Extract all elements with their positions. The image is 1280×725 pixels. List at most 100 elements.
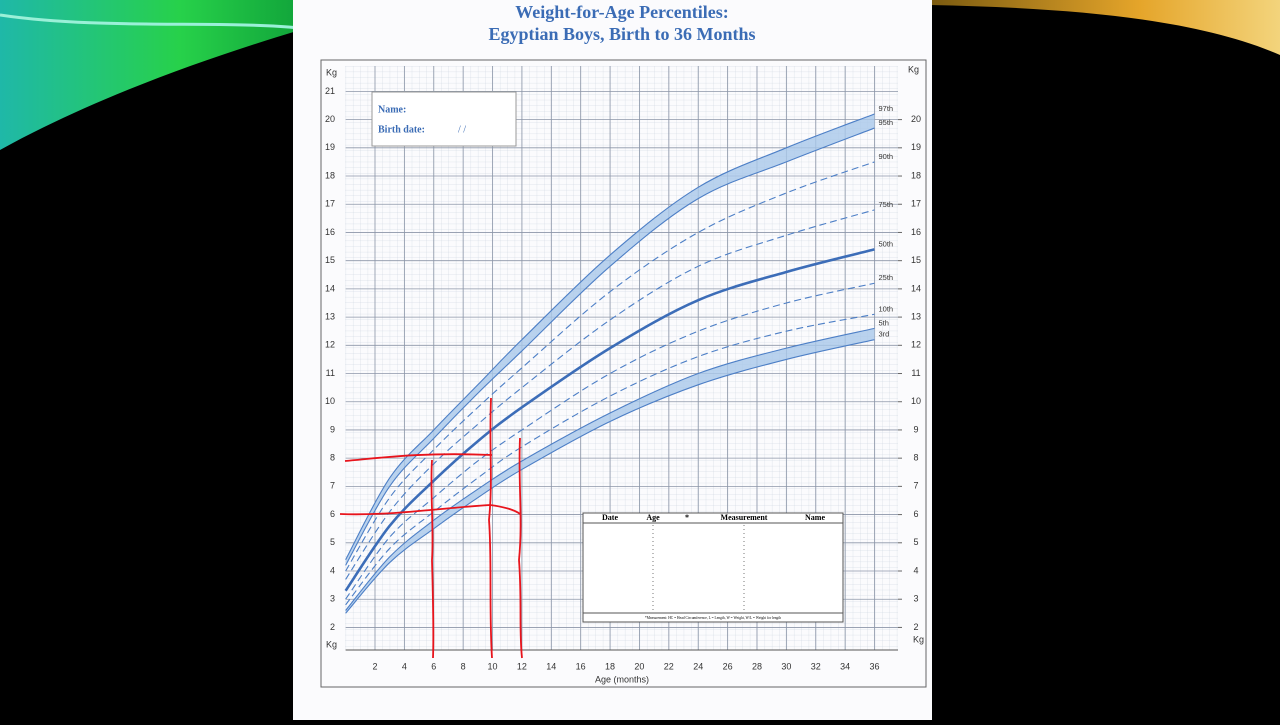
- table-header: Age: [646, 513, 660, 522]
- y-axis-label: Kg: [326, 639, 337, 649]
- y-tick-label: 6: [330, 509, 335, 519]
- handwritten-annotation: [339, 397, 523, 659]
- date-slashes: / /: [458, 124, 466, 135]
- y-tick-label: 5: [330, 537, 335, 547]
- y-tick-label: 7: [330, 481, 335, 491]
- table-header: Name: [805, 513, 825, 522]
- x-tick-label: 32: [811, 661, 821, 671]
- y2-tick-label: 14: [911, 283, 921, 293]
- annotation-stroke: [430, 459, 435, 659]
- y2-tick-label: 20: [911, 114, 921, 124]
- table-header: *: [685, 513, 689, 522]
- y-tick-label: 4: [330, 565, 335, 575]
- y2-tick-label: 8: [913, 453, 918, 463]
- legend-label: 10th: [878, 304, 893, 313]
- y2-tick-label: 13: [911, 311, 921, 321]
- slide-decoration: [0, 13, 301, 30]
- y-tick-label: 3: [330, 594, 335, 604]
- x-tick-label: 24: [693, 661, 703, 671]
- annotation-stroke: [488, 397, 493, 659]
- table-frame: [582, 512, 844, 623]
- y2-axis-label: Kg: [908, 64, 919, 74]
- y2-tick-label: 15: [911, 255, 921, 265]
- table-footnote: *Measurement: HC = Head Circumference, L…: [645, 616, 781, 621]
- y-tick-label: 21: [325, 86, 335, 96]
- y-tick-label: 16: [325, 227, 335, 237]
- y-tick-label: 13: [325, 311, 335, 321]
- chart-frame: [320, 59, 927, 688]
- percentile-line: [344, 248, 875, 592]
- y-tick-label: 17: [325, 199, 335, 209]
- name-label: Name:: [378, 104, 406, 115]
- y2-tick-label: 7: [913, 481, 918, 491]
- slide-decoration: [930, 0, 1280, 55]
- chart-subtitle: Egyptian Boys, Birth to 36 Months: [488, 24, 755, 44]
- percentile-line: [345, 127, 875, 566]
- x-tick-label: 36: [869, 661, 879, 671]
- legend-label: 97th: [878, 104, 893, 113]
- annotation-stroke: [339, 504, 521, 516]
- y2-tick-label: 5: [913, 537, 918, 547]
- y-tick-label: 18: [325, 170, 335, 180]
- name-box: Name: Birth date: / /: [371, 91, 517, 147]
- x-tick-label: 14: [546, 661, 556, 671]
- percentile-line: [345, 113, 875, 560]
- x-tick-label: 8: [461, 661, 466, 671]
- legend-label: 95th: [878, 118, 893, 127]
- x-tick-label: 12: [517, 661, 527, 671]
- y2-tick-label: 6: [913, 509, 918, 519]
- x-tick-label: 6: [431, 661, 436, 671]
- y2-tick-label: 16: [911, 227, 921, 237]
- y2-tick-label: 12: [911, 340, 921, 350]
- slide-decoration: [0, 0, 300, 150]
- legend-label: 90th: [878, 152, 893, 161]
- y2-tick-label: 19: [911, 142, 921, 152]
- y-tick-label: 10: [325, 396, 335, 406]
- y-tick-label: 15: [325, 255, 335, 265]
- x-tick-label: 10: [488, 661, 498, 671]
- y-tick-label: 2: [330, 622, 335, 632]
- legend-label: 50th: [878, 239, 893, 248]
- x-tick-label: 16: [576, 661, 586, 671]
- y2-axis-label: Kg: [913, 634, 924, 644]
- y2-tick-label: 3: [913, 594, 918, 604]
- x-tick-label: 2: [372, 661, 377, 671]
- percentile-line: [345, 327, 875, 611]
- measurement-table: Date Age * Measurement Name *Measurement…: [582, 512, 844, 623]
- y2-tick-label: 2: [913, 622, 918, 632]
- percentile-line: [345, 209, 875, 580]
- percentile-line: [345, 161, 875, 572]
- percentile-line: [345, 339, 875, 614]
- y2-tick-label: 9: [913, 424, 918, 434]
- x-tick-label: 22: [664, 661, 674, 671]
- y-axis-label: Kg: [326, 67, 337, 77]
- x-tick-label: 34: [840, 661, 850, 671]
- name-box-frame: [371, 91, 517, 147]
- x-tick-label: 18: [605, 661, 615, 671]
- x-tick-label: 30: [781, 661, 791, 671]
- x-tick-label: 26: [723, 661, 733, 671]
- y2-tick-label: 4: [913, 565, 918, 575]
- percentile-line: [345, 282, 875, 600]
- annotation-stroke: [518, 437, 523, 659]
- y-tick-label: 11: [326, 368, 335, 378]
- y2-tick-label: 10: [911, 396, 921, 406]
- y-tick-label: 19: [325, 142, 335, 152]
- y-tick-label: 8: [330, 453, 335, 463]
- annotation-stroke: [344, 453, 493, 462]
- legend-label: 3rd: [878, 330, 889, 339]
- y-tick-label: 12: [325, 340, 335, 350]
- x-tick-label: 4: [402, 661, 407, 671]
- chart-title: Weight-for-Age Percentiles:: [515, 2, 728, 22]
- legend-label: 75th: [878, 200, 893, 209]
- x-tick-label: 20: [634, 661, 644, 671]
- y-tick-label: 9: [330, 424, 335, 434]
- x-axis-label: Age (months): [595, 674, 649, 684]
- birth-date-label: Birth date:: [378, 124, 425, 135]
- table-header: Date: [602, 513, 618, 522]
- y-tick-label: 14: [325, 283, 335, 293]
- percentile-line: [345, 313, 875, 606]
- legend-label: 25th: [878, 273, 893, 282]
